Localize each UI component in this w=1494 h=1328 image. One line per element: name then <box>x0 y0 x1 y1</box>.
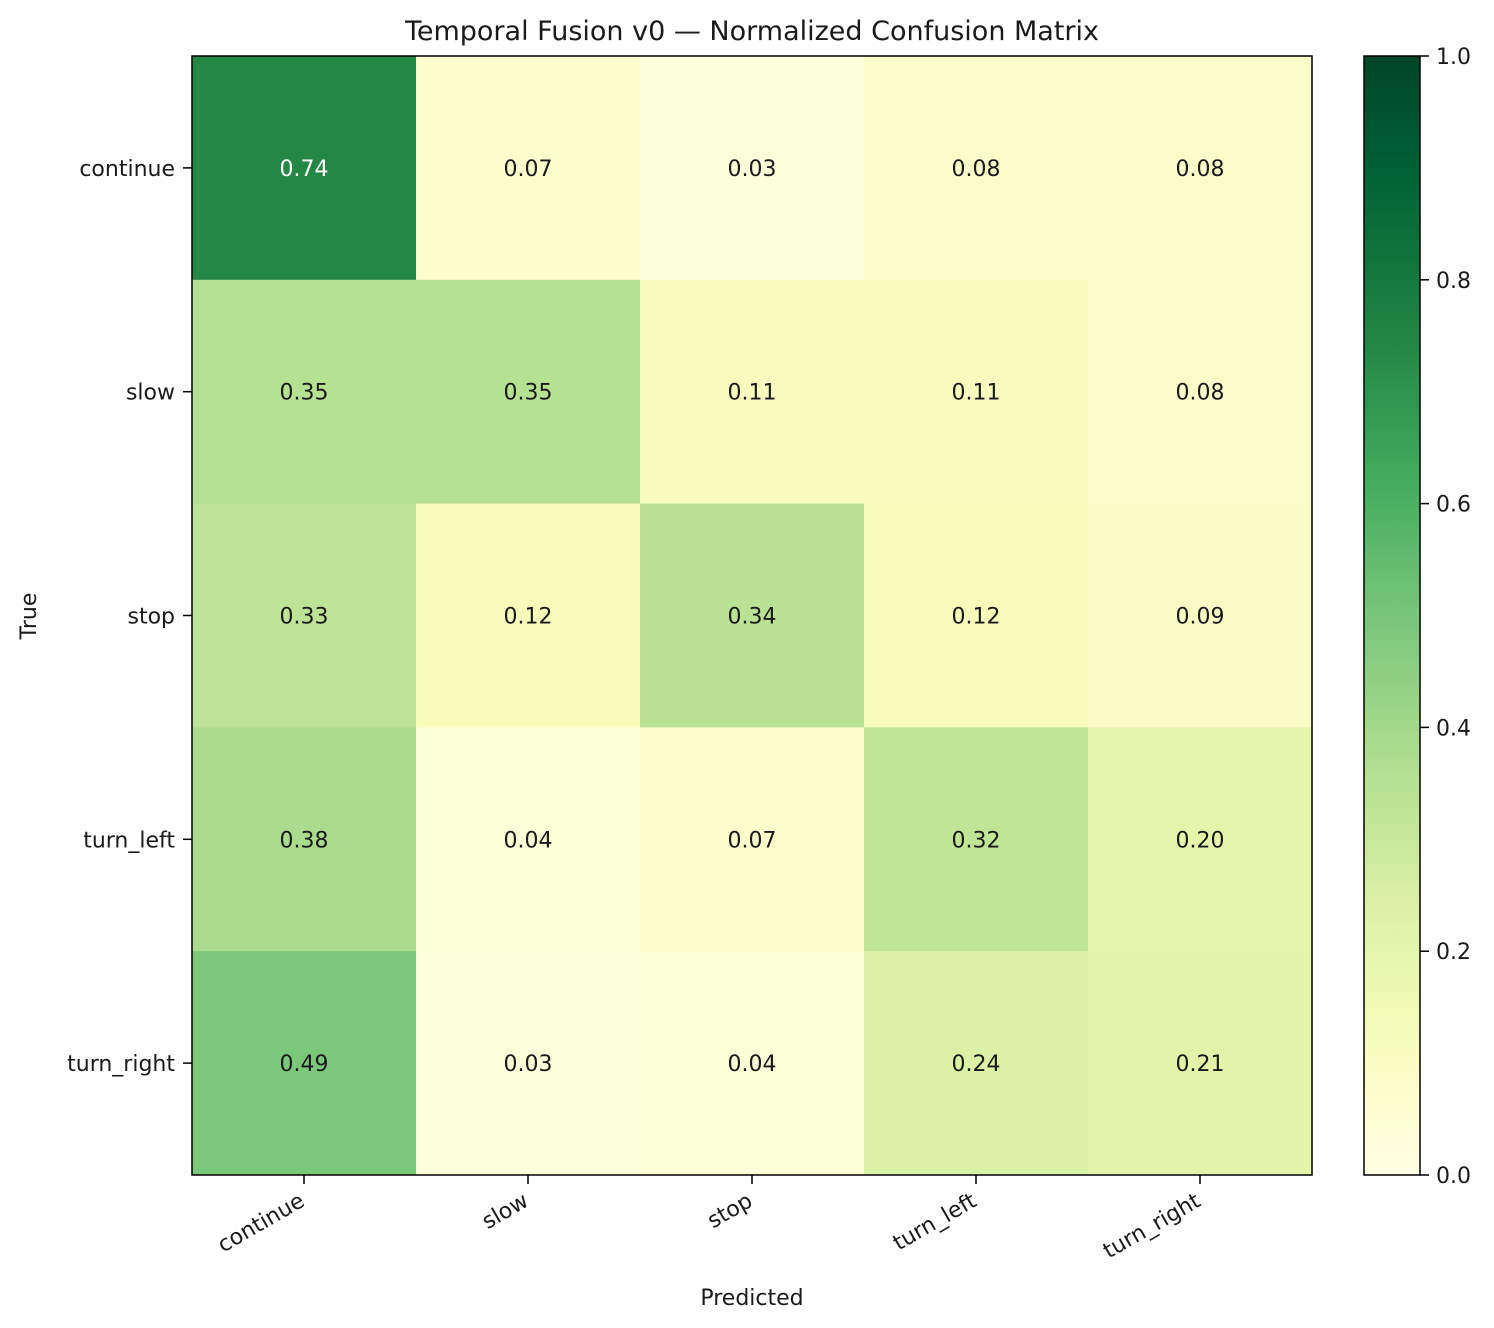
heatmap-cell <box>416 279 641 505</box>
heatmap-cell <box>192 727 417 952</box>
colorbar-tick-label: 0.6 <box>1436 493 1471 518</box>
colorbar-tick-label: 0.8 <box>1436 269 1471 294</box>
heatmap-cell <box>864 503 1089 728</box>
cell-value-label: 0.08 <box>952 157 1001 182</box>
heatmap-cell <box>416 503 641 728</box>
x-tick-label: stop <box>703 1189 757 1234</box>
heatmap-cell <box>1088 951 1313 1176</box>
y-tick-label: stop <box>127 605 175 630</box>
cell-value-label: 0.24 <box>952 1052 1001 1077</box>
cell-value-label: 0.38 <box>280 828 329 853</box>
cell-value-label: 0.35 <box>280 381 329 406</box>
cell-value-label: 0.35 <box>504 381 553 406</box>
y-axis-ticks: continue slow stop turn_left turn_right <box>67 157 192 1077</box>
chart-title: Temporal Fusion v0 — Normalized Confusio… <box>404 16 1099 47</box>
x-tick-label: turn_left <box>889 1188 981 1256</box>
heatmap-cell <box>416 56 641 281</box>
cell-value-label: 0.32 <box>952 828 1001 853</box>
colorbar <box>1363 55 1421 1176</box>
heatmap-cell <box>1088 503 1313 728</box>
heatmap-cell <box>864 56 1089 281</box>
colorbar-tick-label: 0.2 <box>1436 940 1471 965</box>
y-tick-label: slow <box>126 381 175 406</box>
heatmap-cell <box>1088 279 1313 505</box>
heatmap-cell <box>416 951 641 1176</box>
cell-value-labels: 0.74 0.07 0.03 0.08 0.08 0.35 0.35 0.11 0.11 0.08… <box>280 157 1225 1077</box>
y-tick-label: turn_left <box>83 828 175 853</box>
x-tick-label: turn_right <box>1099 1188 1205 1264</box>
cell-value-label: 0.09 <box>1176 605 1225 630</box>
x-axis-label: Predicted <box>700 1286 803 1311</box>
heatmap-cell <box>640 727 865 952</box>
heatmap-cell <box>1088 727 1313 952</box>
cell-value-label: 0.34 <box>728 605 777 630</box>
x-tick-label: slow <box>478 1189 533 1235</box>
cell-value-label: 0.07 <box>504 157 553 182</box>
y-axis-label: True <box>17 593 42 641</box>
x-tick-label: continue <box>214 1189 309 1258</box>
heatmap-cell <box>192 951 417 1176</box>
y-tick-label: continue <box>79 157 175 182</box>
cell-value-label: 0.33 <box>280 605 329 630</box>
heatmap-cell <box>192 56 417 281</box>
cell-value-label: 0.08 <box>1176 157 1225 182</box>
colorbar-tick-label: 1.0 <box>1436 45 1471 70</box>
cell-value-label: 0.03 <box>728 157 777 182</box>
heatmap-cell <box>416 727 641 952</box>
heatmap-cell <box>192 279 417 505</box>
y-tick-label: turn_right <box>67 1052 175 1077</box>
cell-value-label: 0.12 <box>952 605 1001 630</box>
colorbar-tick-label: 0.4 <box>1436 716 1471 741</box>
cell-value-label: 0.12 <box>504 605 553 630</box>
cell-value-label: 0.04 <box>728 1052 777 1077</box>
heatmap-cells <box>192 56 1313 1176</box>
heatmap-cell <box>1088 56 1313 281</box>
cell-value-label: 0.20 <box>1176 828 1225 853</box>
cell-value-label: 0.03 <box>504 1052 553 1077</box>
heatmap-cell <box>640 56 865 281</box>
heatmap-cell <box>864 727 1089 952</box>
heatmap-cell <box>192 503 417 728</box>
cell-value-label: 0.74 <box>280 157 329 182</box>
heatmap-cell <box>640 503 865 728</box>
cell-value-label: 0.21 <box>1176 1052 1225 1077</box>
colorbar-ticks: 0.0 0.2 0.4 0.6 0.8 1.0 <box>1420 45 1471 1189</box>
heatmap-cell <box>864 951 1089 1176</box>
heatmap-cell <box>640 951 865 1176</box>
cell-value-label: 0.11 <box>728 381 777 406</box>
cell-value-label: 0.07 <box>728 828 777 853</box>
x-axis-ticks: continue slow stop turn_left turn_right <box>214 1175 1205 1264</box>
heatmap-cell <box>640 279 865 505</box>
cell-value-label: 0.04 <box>504 828 553 853</box>
cell-value-label: 0.49 <box>280 1052 329 1077</box>
colorbar-tick-label: 0.0 <box>1436 1164 1471 1189</box>
heatmap-cell <box>864 279 1089 505</box>
cell-value-label: 0.11 <box>952 381 1001 406</box>
cell-value-label: 0.08 <box>1176 381 1225 406</box>
